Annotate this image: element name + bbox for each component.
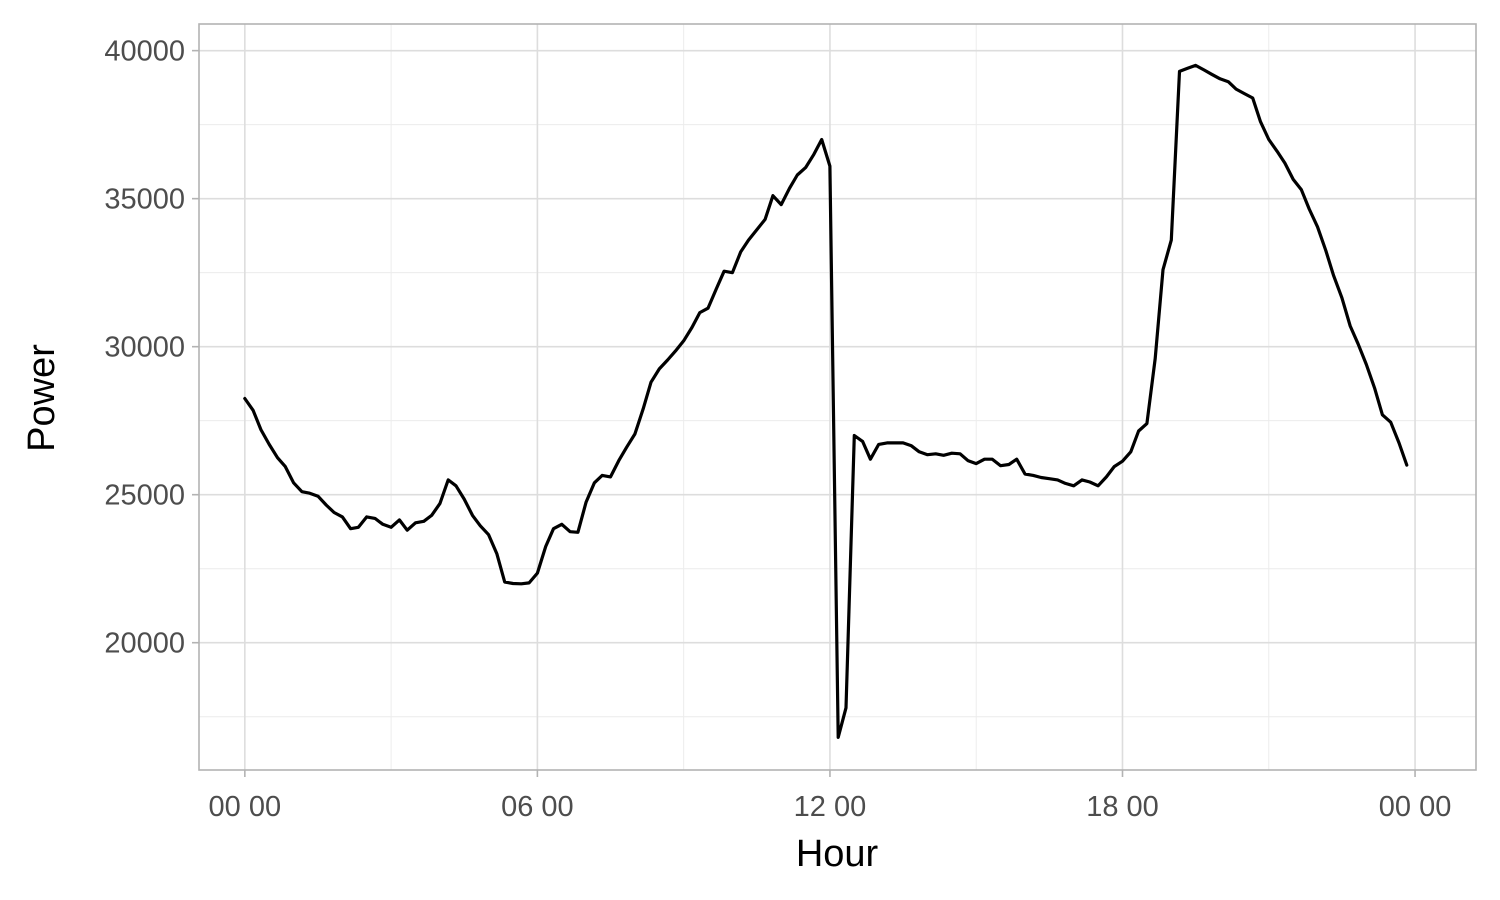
x-tick-label: 18 00: [1086, 791, 1159, 823]
x-axis-title: Hour: [796, 833, 879, 875]
x-tick-label: 00 00: [209, 791, 282, 823]
y-tick-label: 30000: [104, 332, 185, 364]
x-tick-label: 00 00: [1379, 791, 1452, 823]
power-series-line: [243, 63, 1409, 739]
grid-lines: [199, 24, 1476, 770]
y-tick-label: 20000: [104, 628, 185, 660]
y-tick-label: 35000: [104, 184, 185, 216]
plot-panel-border: [198, 23, 1477, 771]
y-tick-label: 40000: [104, 36, 185, 68]
x-tick-label: 12 00: [794, 791, 867, 823]
y-axis-title: Power: [21, 344, 63, 452]
axis-ticks: 20000 25000 30000 35000 40000 00 00 06 00 12 00…: [104, 36, 1451, 823]
series-group: [243, 63, 1409, 739]
y-tick-label: 25000: [104, 480, 185, 512]
x-tick-label: 06 00: [501, 791, 574, 823]
